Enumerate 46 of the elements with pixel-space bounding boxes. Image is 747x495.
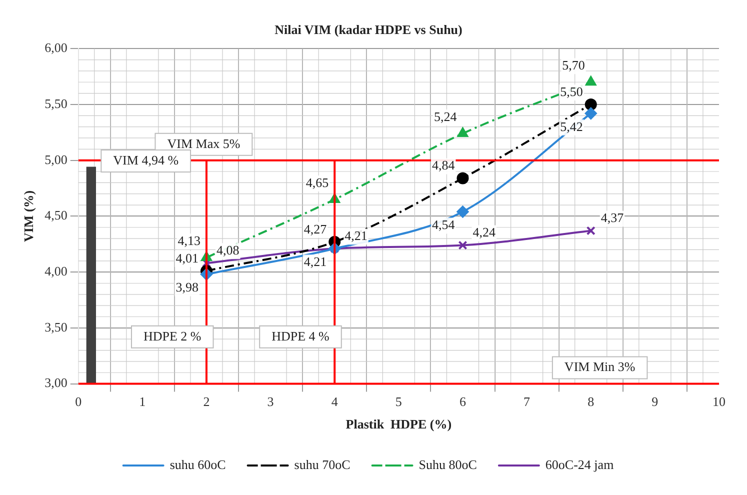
data-label: 4,24 bbox=[472, 224, 496, 240]
y-tick-label: 4,50 bbox=[44, 208, 68, 223]
x-tick-label: 4 bbox=[331, 394, 338, 410]
data-label: 4,21 bbox=[344, 228, 368, 244]
x-axis-title: Plastik HDPE (%) bbox=[346, 416, 452, 432]
x-tick-label: 2 bbox=[203, 394, 210, 410]
data-label: 4,54 bbox=[432, 217, 456, 232]
legend-label: suhu 60oC bbox=[170, 456, 226, 472]
x-tick-label: 9 bbox=[652, 394, 658, 410]
data-label: 4,37 bbox=[600, 210, 624, 226]
ref-line-label: HDPE 4 % bbox=[272, 328, 330, 344]
data-label: 5,50 bbox=[560, 84, 583, 99]
data-label: 4,27 bbox=[304, 221, 328, 236]
y-tick-label: 4,00 bbox=[44, 263, 68, 278]
data-label: 3,98 bbox=[176, 280, 198, 295]
ref-line-label: VIM Max 5% bbox=[167, 136, 240, 151]
data-label: 4,01 bbox=[176, 250, 198, 266]
x-tick-label: 6 bbox=[459, 394, 466, 410]
y-tick-label: 3,00 bbox=[44, 375, 68, 390]
data-label: 4,13 bbox=[178, 232, 200, 248]
legend-label: suhu 70oC bbox=[294, 456, 350, 472]
y-axis-title: VIM (%) bbox=[21, 190, 36, 242]
data-label: 5,70 bbox=[562, 58, 585, 73]
ref-line-label: HDPE 2 % bbox=[143, 328, 202, 344]
legend-label: 60oC-24 jam bbox=[545, 456, 614, 472]
legend-label: Suhu 80oC bbox=[418, 456, 477, 472]
x-tick-label: 0 bbox=[75, 394, 82, 410]
y-tick-label: 3,50 bbox=[44, 319, 68, 334]
data-label: 4,21 bbox=[304, 254, 327, 270]
chart-title: Nilai VIM (kadar HDPE vs Suhu) bbox=[274, 22, 462, 38]
data-label: 5,24 bbox=[434, 108, 458, 124]
x-tick-label: 8 bbox=[588, 394, 594, 410]
y-tick-label: 6,00 bbox=[44, 40, 68, 56]
y-tick-label: 5,00 bbox=[44, 152, 68, 167]
data-label: 4,08 bbox=[216, 242, 240, 258]
x-tick-label: 1 bbox=[139, 394, 146, 410]
data-label: 5,42 bbox=[560, 118, 583, 134]
ref-line-label: VIM Min 3% bbox=[564, 359, 636, 374]
data-label: 4,65 bbox=[306, 174, 329, 190]
x-tick-label: 10 bbox=[712, 394, 726, 410]
data-label: 4,84 bbox=[432, 158, 456, 173]
x-tick-label: 3 bbox=[267, 394, 274, 410]
x-tick-label: 5 bbox=[395, 394, 402, 410]
annotation: VIM 4,94 % bbox=[113, 152, 179, 168]
x-tick-label: 7 bbox=[524, 394, 531, 410]
y-tick-label: 5,50 bbox=[44, 96, 68, 111]
